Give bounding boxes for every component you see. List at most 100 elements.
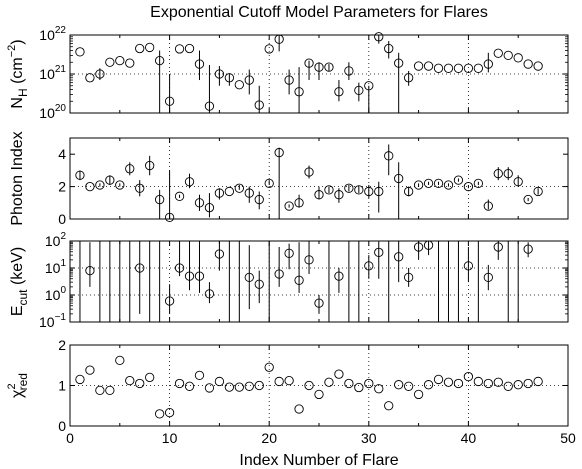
data-point bbox=[423, 178, 434, 189]
data-point bbox=[244, 381, 254, 391]
data-point bbox=[334, 271, 344, 281]
data-point bbox=[264, 44, 274, 54]
data-point bbox=[473, 63, 484, 73]
data-point bbox=[533, 186, 543, 197]
data-point bbox=[463, 181, 474, 192]
data-point bbox=[234, 382, 244, 392]
y-tick-label: 0 bbox=[58, 211, 66, 227]
data-point bbox=[164, 212, 175, 223]
data-point bbox=[214, 249, 225, 259]
data-point bbox=[344, 183, 354, 193]
data-point bbox=[324, 377, 334, 387]
data-point bbox=[174, 44, 185, 54]
data-point bbox=[244, 75, 254, 85]
data-point bbox=[194, 198, 205, 208]
data-point bbox=[523, 244, 533, 254]
data-point bbox=[274, 269, 284, 279]
y-tick-label: 10−1 bbox=[39, 312, 66, 330]
data-point bbox=[413, 389, 424, 400]
chart-title: Exponential Cutoff Model Parameters for … bbox=[150, 4, 488, 21]
y-axis-label: χ2red bbox=[6, 373, 30, 398]
data-point bbox=[473, 178, 484, 189]
data-point bbox=[125, 164, 135, 174]
data-point bbox=[364, 81, 374, 91]
data-point bbox=[334, 369, 344, 379]
data-point bbox=[254, 100, 264, 110]
data-point bbox=[314, 389, 324, 400]
data-point bbox=[443, 180, 454, 190]
y-tick-label: 100 bbox=[45, 285, 67, 303]
data-point bbox=[513, 53, 523, 63]
data-point bbox=[523, 59, 533, 69]
data-point bbox=[533, 61, 543, 71]
x-axis-label: Index Number of Flare bbox=[239, 452, 398, 469]
y-axis-label: Photon Index bbox=[9, 131, 26, 225]
data-point bbox=[513, 177, 523, 187]
data-point bbox=[294, 275, 304, 285]
data-point bbox=[244, 272, 254, 283]
data-point bbox=[374, 186, 384, 197]
data-point bbox=[164, 296, 175, 306]
data-point bbox=[115, 180, 125, 190]
data-point bbox=[244, 188, 254, 198]
data-point bbox=[374, 247, 384, 257]
data-point bbox=[284, 201, 294, 211]
data-point bbox=[483, 272, 493, 283]
data-point bbox=[274, 376, 284, 387]
data-point bbox=[115, 55, 125, 66]
data-point bbox=[214, 376, 225, 387]
data-point bbox=[254, 279, 264, 289]
data-point bbox=[334, 87, 344, 97]
data-point bbox=[503, 381, 513, 391]
data-point bbox=[135, 43, 145, 54]
data-point bbox=[364, 261, 374, 271]
data-point bbox=[493, 168, 503, 179]
data-point bbox=[294, 198, 304, 208]
data-point bbox=[503, 168, 513, 179]
panel-1: 1022 1021 1020 NH (cm−2) bbox=[6, 25, 569, 121]
data-point bbox=[403, 272, 414, 283]
data-point bbox=[194, 59, 205, 69]
data-point bbox=[75, 374, 85, 385]
x-tick-label: 20 bbox=[261, 430, 277, 446]
data-point bbox=[423, 380, 434, 390]
data-point bbox=[413, 180, 424, 190]
data-point bbox=[204, 383, 215, 393]
x-tick-label: 30 bbox=[361, 430, 377, 446]
y-tick-label: 2 bbox=[58, 179, 66, 195]
data-point bbox=[95, 180, 105, 190]
data-point bbox=[184, 381, 195, 391]
data-point bbox=[364, 378, 374, 389]
data-point bbox=[135, 183, 145, 193]
data-point bbox=[463, 261, 474, 271]
data-point bbox=[304, 58, 314, 68]
data-point bbox=[184, 43, 195, 54]
data-point bbox=[413, 61, 424, 71]
data-point bbox=[75, 47, 85, 57]
data-point bbox=[75, 170, 85, 180]
data-point bbox=[394, 173, 404, 184]
data-point bbox=[194, 370, 205, 381]
data-point bbox=[394, 58, 404, 68]
data-point bbox=[453, 175, 464, 185]
data-point bbox=[254, 194, 264, 205]
data-point bbox=[443, 63, 454, 73]
data-point bbox=[254, 380, 264, 391]
data-point bbox=[154, 194, 165, 205]
data-point bbox=[174, 191, 185, 201]
data-point bbox=[453, 378, 464, 389]
y-tick-label: 1020 bbox=[39, 103, 66, 121]
data-point bbox=[164, 96, 175, 106]
data-point bbox=[284, 75, 294, 85]
data-point bbox=[403, 381, 414, 391]
data-point bbox=[135, 263, 145, 273]
data-point bbox=[145, 160, 155, 171]
axes-box bbox=[69, 137, 569, 220]
data-point bbox=[125, 58, 135, 68]
data-point bbox=[224, 73, 235, 83]
y-tick-label: 2 bbox=[58, 337, 66, 353]
y-axis-label: Ecut (keV) bbox=[9, 247, 30, 316]
